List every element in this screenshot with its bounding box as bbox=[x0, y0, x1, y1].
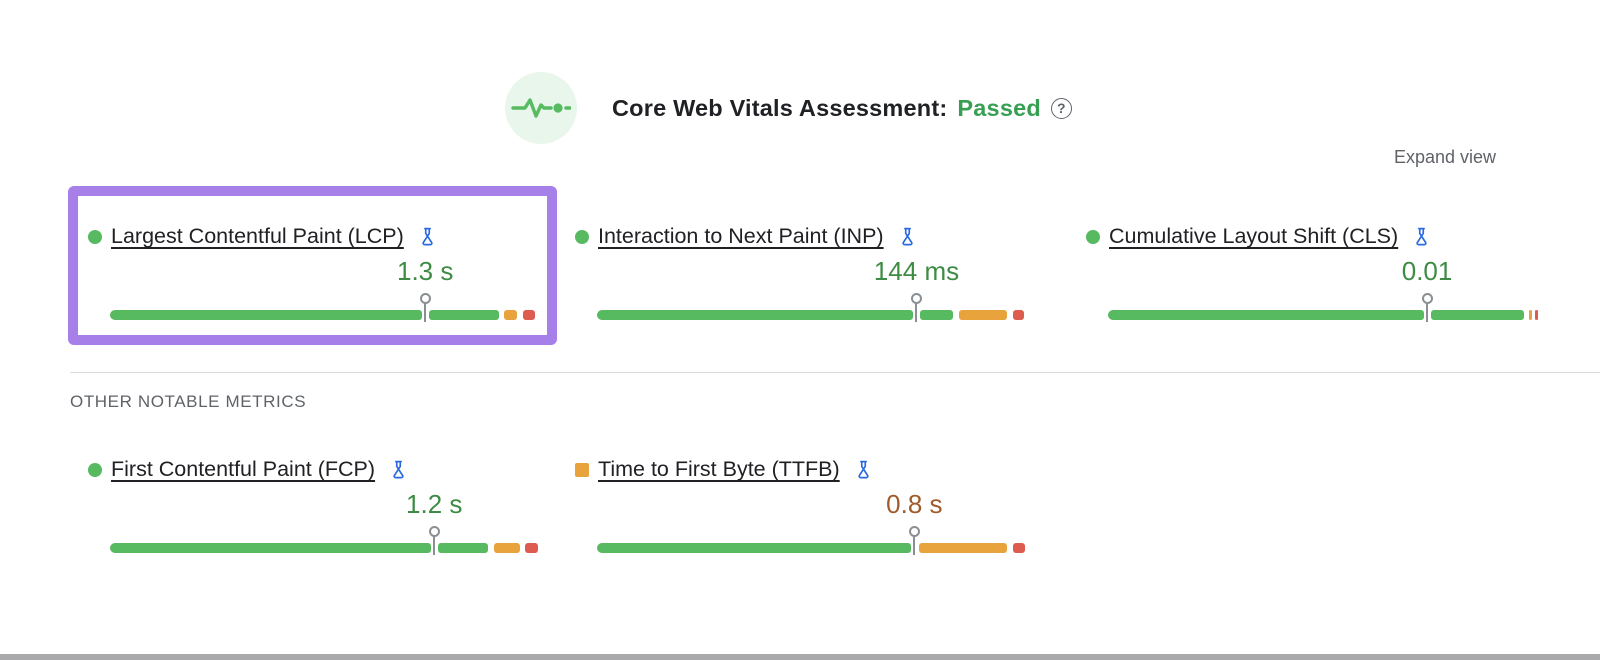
metric-card-cls: Cumulative Layout Shift (CLS) 0.01 bbox=[1086, 222, 1546, 334]
metric-header: Interaction to Next Paint (INP) bbox=[575, 224, 1035, 249]
bar-segment-good bbox=[920, 310, 954, 320]
metric-value: 1.2 s bbox=[406, 489, 463, 519]
assessment-title-text: Core Web Vitals Assessment: bbox=[612, 94, 948, 121]
metric-value-track: 144 ms bbox=[597, 256, 1027, 288]
metric-value: 144 ms bbox=[873, 256, 960, 286]
bar-segment-good bbox=[438, 543, 488, 553]
metric-card-ttfb: Time to First Byte (TTFB) 0.8 s bbox=[575, 455, 1035, 567]
metric-card-inp: Interaction to Next Paint (INP) 144 ms bbox=[575, 222, 1035, 334]
bar-segment-poor bbox=[1012, 543, 1025, 553]
experimental-flask-icon[interactable] bbox=[853, 459, 874, 480]
metric-card-fcp: First Contentful Paint (FCP) 1.2 s bbox=[88, 455, 548, 567]
metric-distribution-bar bbox=[110, 293, 540, 322]
metric-value-track: 1.3 s bbox=[110, 256, 540, 288]
bar-segment-good bbox=[110, 543, 432, 553]
bar-segment-poor bbox=[524, 543, 538, 553]
metric-rating-dot bbox=[575, 462, 589, 477]
metric-rating-dot bbox=[88, 462, 102, 477]
expand-view-link[interactable]: Expand view bbox=[1393, 147, 1496, 167]
metric-rating-dot bbox=[575, 229, 589, 244]
metric-value: 0.01 bbox=[1401, 256, 1453, 286]
experimental-flask-icon[interactable] bbox=[417, 226, 438, 247]
section-divider bbox=[70, 372, 1600, 373]
metric-header: Time to First Byte (TTFB) bbox=[575, 457, 1035, 482]
metric-value-track: 0.01 bbox=[1108, 256, 1538, 288]
bar-segment-good bbox=[428, 310, 500, 320]
metric-link-lcp[interactable]: Largest Contentful Paint (LCP) bbox=[111, 224, 404, 248]
bar-segment-good bbox=[110, 310, 422, 320]
bar-segment-ni bbox=[959, 310, 1007, 320]
experimental-flask-icon[interactable] bbox=[897, 226, 918, 247]
assessment-status: Passed bbox=[957, 94, 1041, 121]
metric-distribution-bar bbox=[110, 526, 540, 555]
metric-card-lcp: Largest Contentful Paint (LCP) 1.3 s bbox=[88, 222, 548, 334]
help-icon[interactable]: ? bbox=[1050, 97, 1072, 119]
metric-header: Cumulative Layout Shift (CLS) bbox=[1086, 224, 1546, 249]
metric-value-track: 1.2 s bbox=[110, 489, 540, 521]
metric-link-inp[interactable]: Interaction to Next Paint (INP) bbox=[598, 224, 884, 248]
metric-header: Largest Contentful Paint (LCP) bbox=[88, 224, 548, 249]
metric-value: 1.3 s bbox=[397, 256, 454, 286]
bar-segment-ni bbox=[493, 543, 520, 553]
metric-rating-dot bbox=[88, 229, 102, 244]
core-web-vitals-pulse-icon bbox=[505, 72, 577, 144]
experimental-flask-icon[interactable] bbox=[1411, 226, 1432, 247]
bar-segment-ni bbox=[504, 310, 518, 320]
bar-segment-poor bbox=[1012, 310, 1024, 320]
bar-segment-good bbox=[1108, 310, 1425, 320]
metric-link-ttfb[interactable]: Time to First Byte (TTFB) bbox=[598, 457, 840, 481]
bar-segment-poor bbox=[1534, 310, 1538, 320]
metric-header: First Contentful Paint (FCP) bbox=[88, 457, 548, 482]
bar-segment-good bbox=[597, 543, 912, 553]
metric-value: 0.8 s bbox=[886, 489, 943, 519]
bottom-window-edge bbox=[0, 654, 1600, 660]
assessment-title: Core Web Vitals Assessment: Passed ? bbox=[612, 90, 1072, 126]
metric-link-fcp[interactable]: First Contentful Paint (FCP) bbox=[111, 457, 376, 481]
metric-rating-dot bbox=[1086, 229, 1100, 244]
bar-segment-good bbox=[1430, 310, 1525, 320]
metric-distribution-bar bbox=[597, 293, 1027, 322]
metric-distribution-bar bbox=[597, 526, 1027, 555]
bar-segment-ni bbox=[1528, 310, 1532, 320]
experimental-flask-icon[interactable] bbox=[388, 459, 409, 480]
bar-segment-poor bbox=[523, 310, 535, 320]
bar-segment-ni bbox=[918, 543, 1008, 553]
metric-link-cls[interactable]: Cumulative Layout Shift (CLS) bbox=[1109, 224, 1399, 248]
metric-distribution-bar bbox=[1108, 293, 1538, 322]
pulse-ecg-icon bbox=[511, 98, 571, 118]
bar-segment-good bbox=[597, 310, 914, 320]
other-metrics-heading: OTHER NOTABLE METRICS bbox=[70, 392, 307, 411]
metric-value-track: 0.8 s bbox=[597, 489, 1027, 521]
